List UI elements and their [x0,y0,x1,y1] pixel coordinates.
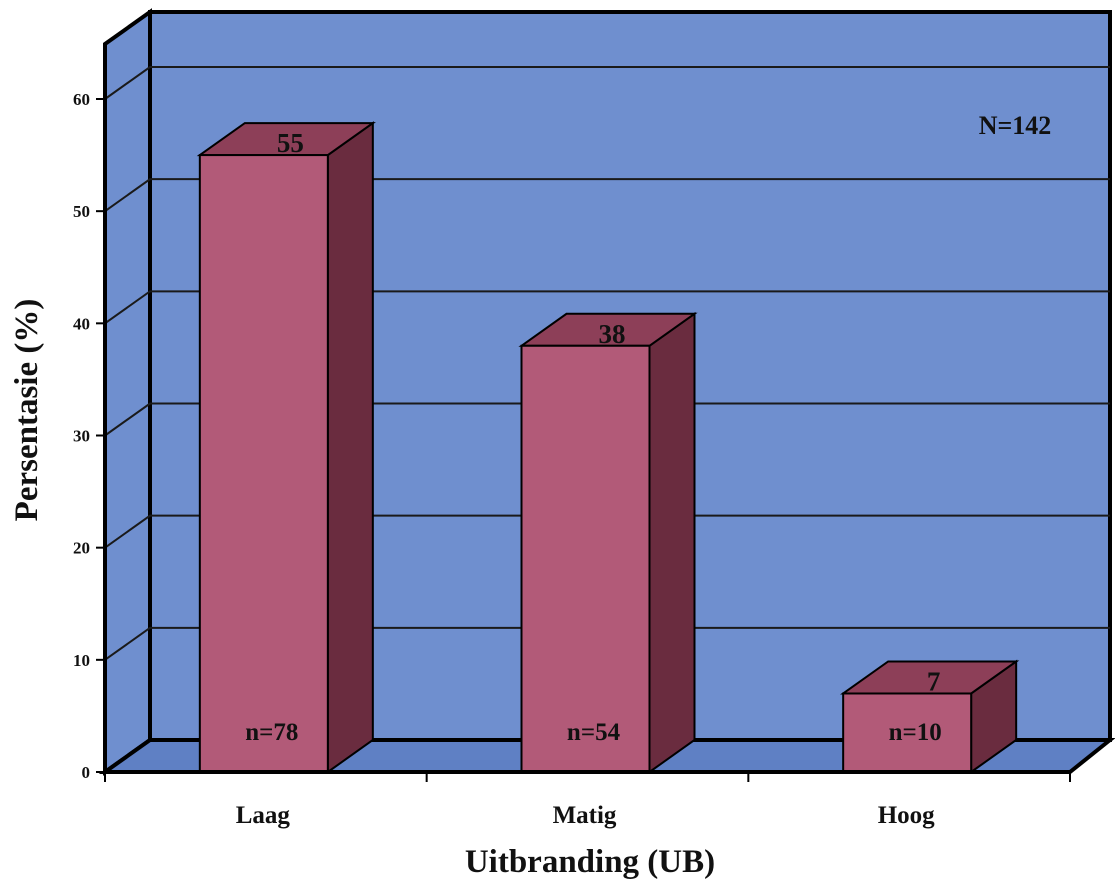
y-tick-label: 20 [73,539,90,558]
bar-value-label: 38 [599,319,626,349]
gridline [104,626,1110,661]
bar-side [326,121,374,774]
gridline [104,66,1110,100]
y-tick-label: 0 [82,763,91,782]
x-tick-label: Laag [236,802,291,829]
y-tick-label: 60 [73,90,90,109]
x-tick-label: Matig [553,802,617,829]
bar-value-label: 55 [277,128,304,158]
y-tick-label: 10 [73,651,90,670]
x-tick-label: Hoog [878,802,935,829]
x-axis-label: Uitbranding (UB) [465,844,715,880]
y-tick-label: 30 [73,427,90,446]
gridline [104,514,1110,549]
gridline [104,402,1110,437]
gridlines [104,66,1110,661]
bars: 55 n=78 38 n=54 7 n=10 [196,121,1020,774]
bar-front [842,692,973,774]
bar-count-label: n=78 [245,719,298,746]
gridline [104,290,1110,325]
bar-hoog: 7 n=10 [840,659,1020,774]
bar-value-label: 7 [927,666,941,696]
side-wall [103,8,152,776]
bar-count-label: n=54 [567,719,621,746]
y-axis: 0 10 20 30 40 50 60 [73,44,107,782]
y-tick-label: 50 [73,202,90,221]
gridline [104,178,1110,212]
total-count-annotation: N=142 [979,111,1052,140]
bar-laag: 55 n=78 [196,121,376,774]
x-axis: Laag Matig Hoog [104,770,1071,829]
y-axis-label: Persentasie (%) [9,299,45,522]
bar-matig: 38 n=54 [518,311,698,774]
y-tick-label: 40 [73,314,90,333]
bar-count-label: n=10 [889,719,942,746]
bar-side [648,311,696,774]
bar-front [520,344,651,773]
bar-front [198,154,329,774]
